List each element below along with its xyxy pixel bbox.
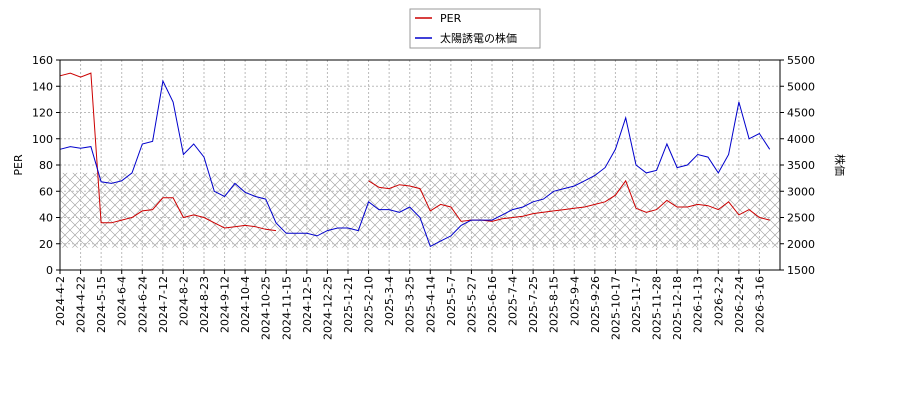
x-tick-label: 2026-2-24 bbox=[733, 276, 746, 333]
y2-tick-label: 3000 bbox=[787, 185, 815, 198]
x-tick-label: 2024-12-25 bbox=[321, 276, 334, 340]
x-tick-label: 2025-5-7 bbox=[445, 276, 458, 326]
y-tick-label: 160 bbox=[32, 54, 53, 67]
x-tick-label: 2024-6-24 bbox=[136, 276, 149, 333]
x-tick-label: 2025-6-16 bbox=[486, 276, 499, 333]
x-tick-label: 2025-3-4 bbox=[383, 276, 396, 326]
x-tick-label: 2025-12-18 bbox=[671, 276, 684, 340]
y-tick-label: 60 bbox=[39, 185, 53, 198]
x-tick-label: 2025-2-10 bbox=[363, 276, 376, 333]
x-tick-label: 2025-1-21 bbox=[342, 276, 355, 333]
x-tick-label: 2025-7-4 bbox=[507, 276, 520, 326]
y-tick-label: 40 bbox=[39, 212, 53, 225]
x-tick-label: 2025-9-26 bbox=[589, 276, 602, 333]
y2-tick-label: 5500 bbox=[787, 54, 815, 67]
y2-axis-label: 株価 bbox=[833, 154, 847, 176]
x-tick-label: 2026-2-2 bbox=[712, 276, 725, 326]
y-tick-label: 0 bbox=[46, 264, 53, 277]
y-tick-label: 140 bbox=[32, 80, 53, 93]
series-line bbox=[59, 79, 771, 248]
y2-tick-label: 2500 bbox=[787, 212, 815, 225]
x-tick-label: 2026-1-13 bbox=[692, 276, 705, 333]
x-tick-label: 2024-10-25 bbox=[260, 276, 273, 340]
x-tick-label: 2025-7-25 bbox=[527, 276, 540, 333]
y-tick-label: 20 bbox=[39, 238, 53, 251]
y2-tick-label: 4500 bbox=[787, 107, 815, 120]
x-tick-label: 2024-11-15 bbox=[280, 276, 293, 340]
x-tick-label: 2024-4-22 bbox=[75, 276, 88, 333]
x-tick-label: 2024-4-2 bbox=[54, 276, 67, 326]
shaded-band bbox=[60, 172, 780, 248]
legend bbox=[409, 8, 541, 49]
y-tick-label: 100 bbox=[32, 133, 53, 146]
series-line bbox=[59, 72, 770, 232]
y2-tick-label: 5000 bbox=[787, 80, 815, 93]
x-tick-label: 2024-10-4 bbox=[239, 276, 252, 333]
y2-tick-label: 1500 bbox=[787, 264, 815, 277]
legend-label: PER bbox=[440, 12, 462, 25]
x-tick-label: 2024-6-4 bbox=[116, 276, 129, 326]
x-tick-label: 2025-11-28 bbox=[651, 276, 664, 340]
x-tick-label: 2024-12-5 bbox=[301, 276, 314, 333]
y2-tick-label: 2000 bbox=[787, 238, 815, 251]
y2-tick-label: 3500 bbox=[787, 159, 815, 172]
legend-label: 太陽誘電の株価 bbox=[440, 31, 517, 45]
x-tick-label: 2026-3-16 bbox=[753, 276, 766, 333]
y-axis-label: PER bbox=[12, 154, 25, 176]
x-tick-label: 2025-4-14 bbox=[424, 276, 437, 333]
x-tick-label: 2024-8-2 bbox=[177, 276, 190, 326]
x-tick-label: 2024-5-15 bbox=[95, 276, 108, 333]
x-tick-label: 2024-8-23 bbox=[198, 276, 211, 333]
y2-tick-label: 4000 bbox=[787, 133, 815, 146]
plot-lines bbox=[59, 72, 771, 248]
y-tick-label: 120 bbox=[32, 107, 53, 120]
x-tick-label: 2025-8-15 bbox=[548, 276, 561, 333]
x-tick-label: 2024-7-12 bbox=[157, 276, 170, 333]
x-tick-label: 2025-11-7 bbox=[630, 276, 643, 333]
y-tick-label: 80 bbox=[39, 159, 53, 172]
x-tick-label: 2025-3-25 bbox=[404, 276, 417, 333]
x-tick-label: 2025-10-17 bbox=[609, 276, 622, 340]
x-tick-label: 2024-9-12 bbox=[219, 276, 232, 333]
x-tick-label: 2025-5-27 bbox=[465, 276, 478, 333]
x-tick-label: 2025-9-4 bbox=[568, 276, 581, 326]
